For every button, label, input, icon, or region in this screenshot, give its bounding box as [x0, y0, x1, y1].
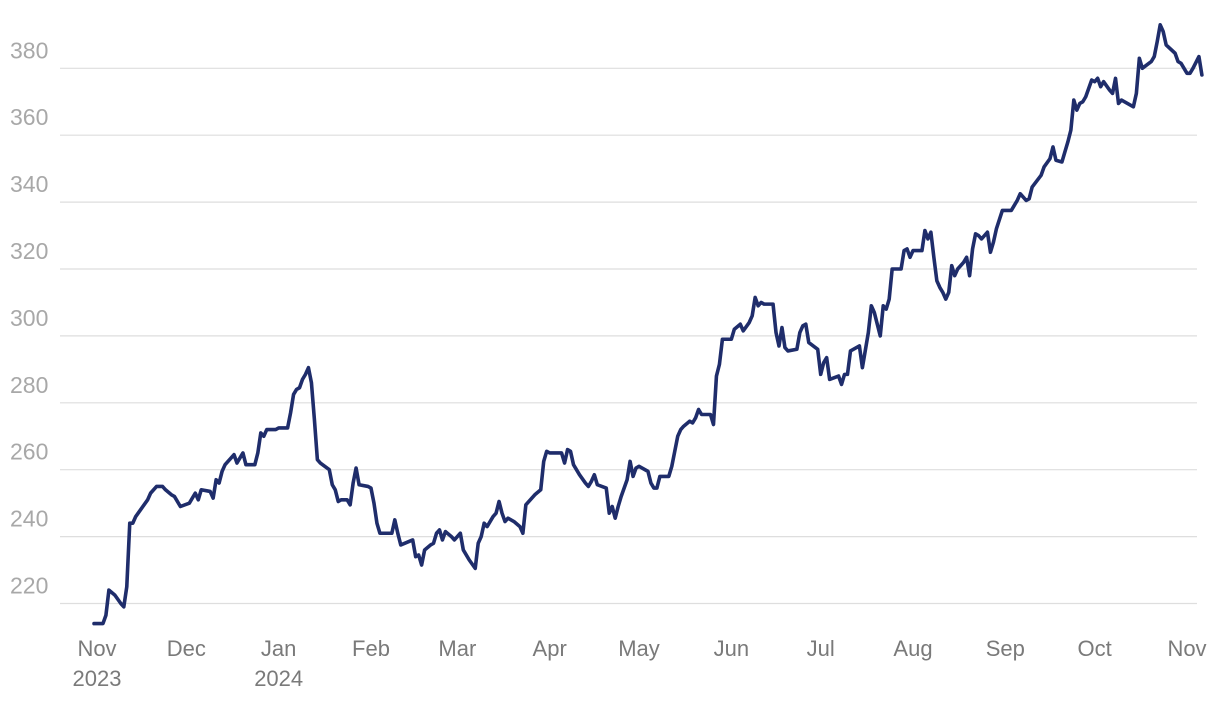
x-tick-label: Jun	[714, 636, 749, 661]
y-tick-label: 320	[10, 238, 48, 264]
x-tick-label: Dec	[167, 636, 206, 661]
x-tick-label: Oct	[1078, 636, 1112, 661]
y-axis-tick-labels: 220 240 260 280 300 320 340 360 380	[10, 37, 48, 598]
y-tick-label: 220	[10, 573, 48, 599]
x-tick-label: Aug	[893, 636, 932, 661]
series-layer	[92, 23, 1204, 626]
series-line-0	[92, 23, 1204, 626]
gridlines	[60, 67, 1197, 605]
x-tick-label: Feb	[352, 636, 390, 661]
x-tick-label: Nov	[1167, 636, 1206, 661]
y-tick-label: 340	[10, 171, 48, 197]
y-tick-label: 260	[10, 439, 48, 465]
x-tick-label: Jul	[807, 636, 835, 661]
y-tick-label: 240	[10, 506, 48, 532]
y-tick-label: 300	[10, 305, 48, 331]
x-tick-label: Apr	[533, 636, 567, 661]
y-tick-label: 380	[10, 37, 48, 63]
x-axis-tick-labels: Nov 2023 Dec Jan 2024 Feb Mar Apr May Jun Jul Aug Se…	[73, 636, 1207, 691]
y-tick-label: 360	[10, 104, 48, 130]
x-tick-year-label: 2023	[73, 666, 122, 691]
x-tick-label: Nov	[77, 636, 116, 661]
x-tick-label: Sep	[986, 636, 1025, 661]
x-tick-label: Mar	[438, 636, 476, 661]
x-tick-year-label: 2024	[254, 666, 303, 691]
y-tick-label: 280	[10, 372, 48, 398]
x-tick-label: May	[618, 636, 660, 661]
x-tick-label: Jan	[261, 636, 296, 661]
